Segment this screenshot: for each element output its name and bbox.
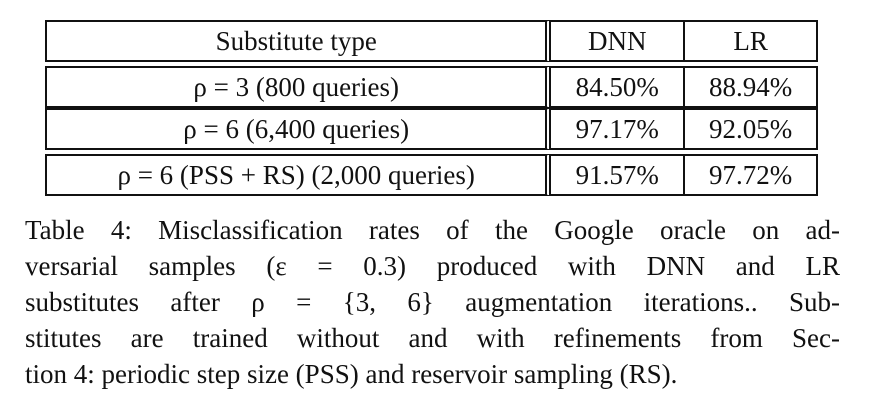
row-substitute-type: ρ = 6 (PSS + RS) (2,000 queries) (45, 154, 552, 196)
table-caption: Table 4: Misclassification rates of the … (25, 212, 840, 392)
header-lr: LR (685, 20, 818, 62)
table-row: ρ = 3 (800 queries) 84.50% 88.94% (45, 66, 818, 108)
row-dnn-value: 97.17% (551, 108, 686, 150)
row-dnn-value: 91.57% (551, 154, 686, 196)
caption-line: versarial samples (ε = 0.3) produced wit… (25, 251, 840, 281)
row-substitute-type: ρ = 6 (6,400 queries) (45, 108, 552, 150)
row-dnn-value: 84.50% (551, 66, 686, 108)
header-dnn: DNN (551, 20, 686, 62)
table-header-row: Substitute type DNN LR (45, 20, 818, 62)
header-substitute-type: Substitute type (45, 20, 552, 62)
caption-line: stitutes are trained without and with re… (25, 323, 840, 353)
caption-line: substitutes after ρ = {3, 6} augmentatio… (25, 287, 840, 317)
row-lr-value: 92.05% (685, 108, 818, 150)
row-substitute-type: ρ = 3 (800 queries) (45, 66, 552, 108)
row-lr-value: 88.94% (685, 66, 818, 108)
caption-line: tion 4: periodic step size (PSS) and res… (25, 359, 678, 389)
row-lr-value: 97.72% (685, 154, 818, 196)
table-row: ρ = 6 (PSS + RS) (2,000 queries) 91.57% … (45, 154, 818, 196)
results-table: Substitute type DNN LR ρ = 3 (800 querie… (45, 20, 818, 196)
caption-line: Table 4: Misclassification rates of the … (25, 215, 840, 245)
table-row: ρ = 6 (6,400 queries) 97.17% 92.05% (45, 108, 818, 150)
